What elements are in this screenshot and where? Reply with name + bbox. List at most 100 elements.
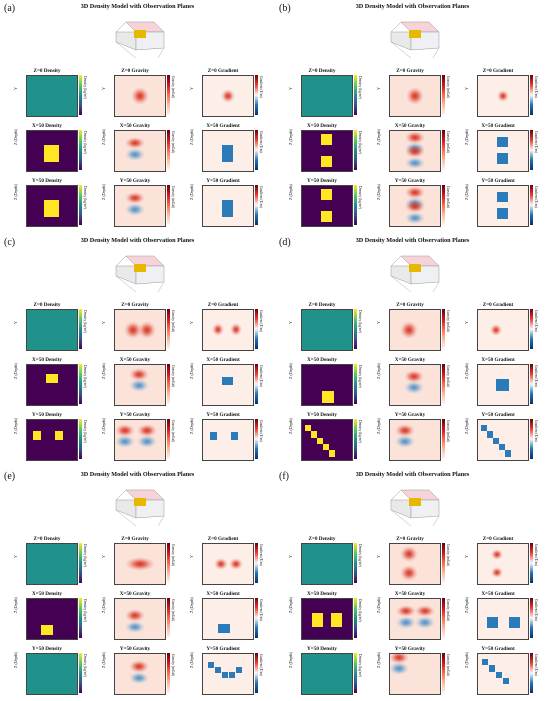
- plot-area: [26, 185, 78, 227]
- subplot-title: X=50 Gradient: [481, 357, 515, 363]
- gradient-body: [222, 671, 228, 678]
- plot-area: [389, 185, 441, 227]
- y-axis-label: Z (Depth): [13, 129, 18, 145]
- plot-area: [114, 185, 166, 227]
- subplot-z-gravity: Z=0 Gravity Y Gravity (mGal): [375, 536, 461, 590]
- colorbar-label: Gravity (mGal): [171, 310, 175, 333]
- gravity-anomaly: [131, 87, 149, 105]
- subplot-title: Y=50 Gradient: [481, 412, 515, 418]
- y-axis-label: Z (Depth): [464, 363, 469, 379]
- plot-area: [389, 598, 441, 640]
- subplot-x-gravity: X=50 Gravity Z (Depth) Gravity (mGal): [100, 123, 186, 177]
- colorbar: [442, 419, 445, 459]
- plot-area: [26, 598, 78, 640]
- subplot-z-gradient: Z=0 Gradient Y Gradient (E/m): [463, 68, 549, 122]
- gravity-anomaly-low: [405, 211, 425, 225]
- gradient-body: [496, 671, 502, 678]
- plot-area: [389, 419, 441, 461]
- colorbar-label: Density (kg/m³): [83, 599, 87, 622]
- subplot-title: X=50 Gradient: [206, 357, 240, 363]
- colorbar-label: Gravity (mGal): [171, 365, 175, 388]
- subplot-y-density: Y=50 Density Z (Depth) Density (kg/m³): [287, 412, 373, 466]
- subplot-x-gradient: X=50 Gradient Z (Depth) Gradient (E/m): [188, 591, 274, 645]
- subplot-z-gravity: Z=0 Gravity Y Gravity (mGal): [375, 68, 461, 122]
- y-axis-label: Z (Depth): [464, 129, 469, 145]
- gravity-anomaly-low: [395, 435, 415, 448]
- colorbar-label: Gravity (mGal): [171, 76, 175, 99]
- y-axis-label: Z (Depth): [101, 597, 106, 613]
- y-axis-label: Z (Depth): [189, 418, 194, 434]
- y-axis-label: Z (Depth): [288, 363, 293, 379]
- y-axis-label: Y: [464, 87, 469, 90]
- subplot-title: Z=0 Density: [33, 536, 61, 542]
- plot-area: [114, 309, 166, 351]
- density-body: [331, 613, 342, 627]
- y-axis-label: Y: [101, 87, 106, 90]
- y-axis-label: Z (Depth): [13, 418, 18, 434]
- colorbar: [79, 75, 82, 115]
- subplot-title: X=50 Gravity: [119, 123, 151, 129]
- colorbar: [255, 543, 258, 583]
- colorbar-label: Gravity (mGal): [446, 599, 450, 622]
- density-body: [305, 424, 311, 432]
- y-axis-label: Y: [288, 321, 293, 324]
- subplot-x-density: X=50 Density Z (Depth) Density (kg/m³): [287, 357, 373, 411]
- colorbar: [442, 543, 445, 583]
- subplot-title: Z=0 Density: [308, 68, 336, 74]
- plot-area: [477, 130, 529, 172]
- subplot-title: X=50 Density: [32, 123, 62, 129]
- subplot-title: Y=50 Density: [307, 646, 337, 652]
- plot-area: [114, 130, 166, 172]
- density-body: [312, 613, 323, 627]
- density-body: [323, 444, 329, 451]
- colorbar: [354, 653, 357, 693]
- subplot-z-gravity: Z=0 Gravity Y Gravity (mGal): [375, 302, 461, 356]
- y-axis-label: Y: [13, 87, 18, 90]
- colorbar-label: Gravity (mGal): [446, 365, 450, 388]
- y-axis-label: Z (Depth): [101, 418, 106, 434]
- subplot-title: Z=0 Density: [33, 68, 61, 74]
- subplot-title: Y=50 Gradient: [206, 412, 240, 418]
- gradient-anomaly: [221, 88, 235, 104]
- gradient-body: [482, 658, 488, 666]
- subplot-title: Z=0 Gravity: [121, 302, 149, 308]
- y-axis-label: Z (Depth): [464, 184, 469, 200]
- y-axis-label: Y: [376, 321, 381, 324]
- y-axis-label: Z (Depth): [376, 363, 381, 379]
- gravity-anomaly-low: [415, 615, 435, 629]
- plot-area: [114, 543, 166, 585]
- colorbar-label: Gradient (E/m): [534, 310, 538, 332]
- gradient-anomaly: [491, 548, 503, 560]
- colorbar-label: Gravity (mGal): [446, 544, 450, 567]
- gravity-anomaly: [400, 321, 418, 339]
- subplot-y-gradient: Y=50 Gradient Z (Depth) Gradient (E/m): [463, 412, 549, 466]
- subplot-x-gravity: X=50 Gravity Z (Depth) Gravity (mGal): [375, 591, 461, 645]
- colorbar: [530, 185, 533, 225]
- colorbar-label: Density (kg/m³): [358, 420, 362, 443]
- colorbar-label: Gravity (mGal): [446, 420, 450, 443]
- gradient-body: [487, 616, 498, 628]
- panel-title: 3D Density Model with Observation Planes: [355, 471, 470, 478]
- colorbar: [354, 364, 357, 404]
- subplot-x-density: X=50 Density Z (Depth) Density (kg/m³): [287, 123, 373, 177]
- gradient-body: [210, 432, 217, 440]
- colorbar: [442, 653, 445, 693]
- colorbar-label: Gradient (E/m): [534, 599, 538, 621]
- colorbar-label: Density (kg/m³): [83, 186, 87, 209]
- density-body: [322, 390, 334, 403]
- gravity-anomaly: [138, 321, 156, 339]
- subplot-x-density: X=50 Density Z (Depth) Density (kg/m³): [12, 591, 98, 645]
- y-axis-label: Z (Depth): [288, 652, 293, 668]
- subplot-title: X=50 Density: [32, 591, 62, 597]
- plot-area: [389, 653, 441, 695]
- colorbar-label: Gravity (mGal): [446, 654, 450, 677]
- plot-area: [301, 309, 353, 351]
- subplot-z-density: Z=0 Density Y Density (kg/m³): [287, 536, 373, 590]
- subplot-title: Z=0 Gradient: [207, 302, 239, 308]
- subplot-title: Y=50 Gradient: [206, 646, 240, 652]
- colorbar-label: Gradient (E/m): [259, 310, 263, 332]
- subplot-title: X=50 Gradient: [481, 123, 515, 129]
- plot-area: [477, 185, 529, 227]
- y-axis-label: Z (Depth): [13, 184, 18, 200]
- subplot-y-gravity: Y=50 Gravity Z (Depth) Gravity (mGal): [100, 412, 186, 466]
